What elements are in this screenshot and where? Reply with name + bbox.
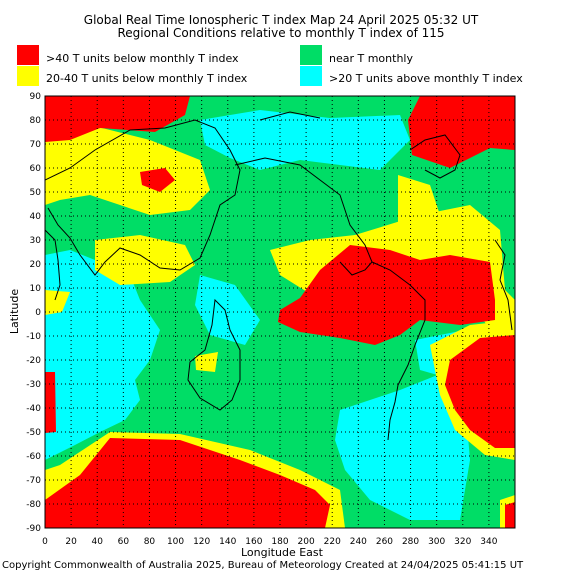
coast-eurasia: [45, 119, 241, 276]
y-tick-label: 70: [30, 140, 42, 150]
region-red-siberia: [140, 168, 175, 192]
map-subtitle: Regional Conditions relative to monthly …: [117, 26, 445, 40]
legend-swatch-cyan: [300, 66, 322, 86]
region-red-arctic-west: [45, 96, 190, 142]
coast-arctic: [259, 111, 321, 121]
y-tick-label: -80: [26, 500, 41, 510]
region-red-antarctic: [45, 438, 330, 528]
axis-ticks: 0 20 40 60 80 100 120 140 160 180 200 220 240 260 280 3…: [26, 92, 497, 547]
y-tick-label: -90: [26, 524, 41, 534]
coast-africa: [494, 239, 513, 331]
y-tick-label: 90: [30, 92, 42, 102]
y-tick-label: -30: [26, 380, 41, 390]
region-cyan-south-atlantic: [335, 370, 470, 520]
y-tick-label: -10: [26, 332, 41, 342]
x-tick-label: 200: [298, 537, 315, 547]
region-red-arctic-east: [408, 96, 515, 168]
x-tick-label: 280: [402, 537, 419, 547]
y-tick-label: -70: [26, 476, 41, 486]
map-title: Global Real Time Ionospheric T index Map…: [83, 13, 479, 27]
region-yellow-eurasia: [45, 125, 210, 215]
x-tick-label: 240: [350, 537, 367, 547]
x-tick-label: 120: [193, 537, 210, 547]
legend-label-green: near T monthly: [329, 52, 413, 65]
y-tick-label: 80: [30, 116, 42, 126]
legend-label-yellow: 20-40 T units below monthly T index: [46, 72, 248, 85]
x-tick-label: 300: [428, 537, 445, 547]
legend-swatch-yellow: [17, 66, 39, 86]
x-tick-label: 40: [91, 537, 103, 547]
legend-swatch-red: [17, 45, 39, 65]
y-tick-label: 0: [35, 308, 41, 318]
copyright-notice: Copyright Commonwealth of Australia 2025…: [2, 560, 524, 571]
region-red-south-atlantic: [445, 335, 515, 448]
region-yellow-west-edge: [45, 290, 70, 315]
region-red-southeast: [505, 502, 515, 528]
legend-label-red: >40 T units below monthly T index: [46, 52, 239, 65]
x-tick-label: 0: [42, 537, 48, 547]
y-tick-label: 50: [30, 188, 42, 198]
y-tick-label: -20: [26, 356, 41, 366]
x-tick-label: 180: [271, 537, 288, 547]
x-tick-label: 340: [480, 537, 497, 547]
y-tick-label: 10: [30, 284, 42, 294]
y-tick-label: -60: [26, 452, 41, 462]
legend-swatch-green: [300, 45, 322, 65]
coast-west: [45, 229, 61, 301]
coast-north-america: [234, 157, 373, 276]
y-tick-label: 30: [30, 236, 42, 246]
region-yellow-atlantic-north: [398, 175, 440, 238]
y-tick-label: 20: [30, 260, 42, 270]
grid: [45, 96, 515, 528]
region-cyan-north: [200, 110, 410, 170]
x-tick-label: 80: [144, 537, 156, 547]
legend-label-cyan: >20 T units above monthly T index: [329, 72, 523, 85]
region-yellow-australia: [195, 352, 218, 372]
x-tick-label: 20: [65, 537, 77, 547]
y-tick-label: -40: [26, 404, 41, 414]
x-tick-label: 160: [245, 537, 262, 547]
x-axis-title: Longitude East: [241, 546, 323, 559]
plot-frame: [44, 95, 516, 529]
y-axis-title: Latitude: [8, 288, 22, 335]
coast-australia: [187, 298, 241, 411]
y-tick-label: 40: [30, 212, 42, 222]
y-tick-label: 60: [30, 164, 42, 174]
coast-greenland: [409, 134, 461, 179]
x-tick-label: 260: [376, 537, 393, 547]
x-tick-label: 320: [454, 537, 471, 547]
x-tick-label: 60: [118, 537, 130, 547]
x-tick-label: 220: [324, 537, 341, 547]
x-tick-label: 100: [167, 537, 184, 547]
region-red-west-edge: [45, 372, 56, 433]
y-tick-label: -50: [26, 428, 41, 438]
x-tick-label: 140: [219, 537, 236, 547]
